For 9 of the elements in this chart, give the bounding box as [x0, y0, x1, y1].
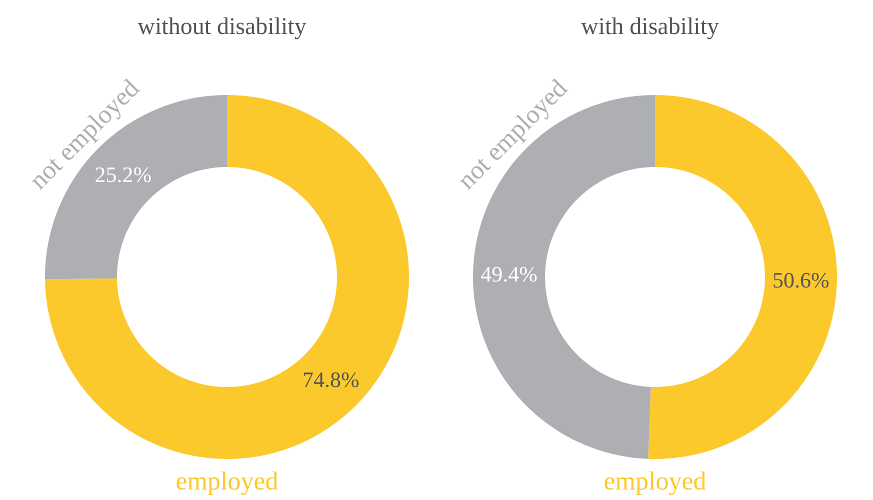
chart-title: with disability: [580, 13, 720, 42]
data-label: 25.2%: [94, 162, 152, 187]
slice-label: employed: [604, 466, 706, 496]
slice-label: employed: [176, 466, 278, 496]
data-label: 74.8%: [302, 367, 360, 392]
chart-title: without disability: [136, 13, 308, 42]
data-label: 50.6%: [772, 267, 830, 292]
data-label: 49.4%: [480, 262, 538, 287]
donut-slice: [648, 95, 837, 459]
